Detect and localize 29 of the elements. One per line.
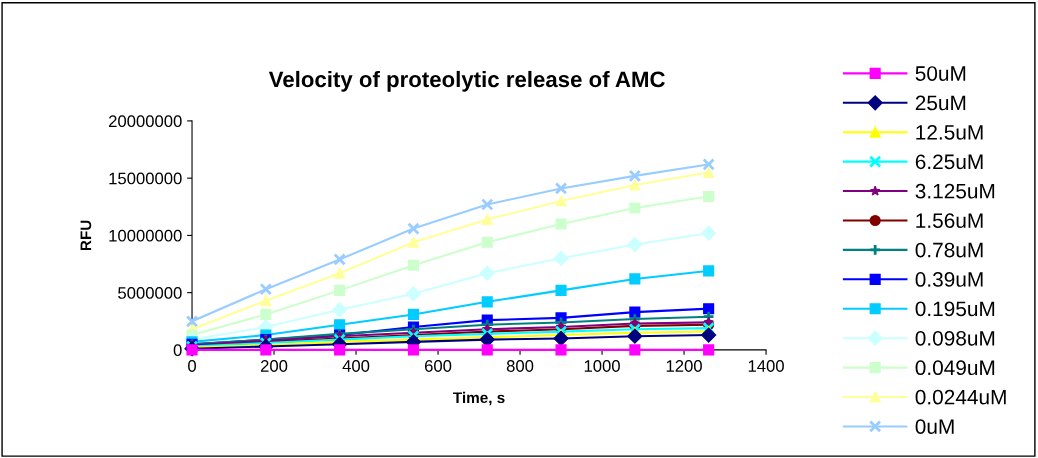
x-tick-label: 200 xyxy=(260,360,288,372)
x-tick-label: 600 xyxy=(424,360,452,372)
legend-label: 0.049uM xyxy=(915,360,995,376)
y-tick-label: 5000000 xyxy=(118,287,182,299)
y-tick-label: 0 xyxy=(173,344,182,357)
y-tick-label: 15000000 xyxy=(109,172,182,185)
y-axis-title: RFU xyxy=(80,220,92,251)
x-tick-label: 800 xyxy=(506,360,534,372)
x-tick-label: 400 xyxy=(342,360,370,372)
x-tick-label: 1200 xyxy=(666,360,702,372)
x-tick-label: 0 xyxy=(188,360,197,372)
legend-label: 0.098uM xyxy=(915,330,995,346)
legend-label: 3.125uM xyxy=(915,183,995,199)
x-axis-title: Time, s xyxy=(453,391,505,406)
legend-label: 1.56uM xyxy=(916,213,983,228)
y-tick-label: 20000000 xyxy=(109,115,182,128)
legend-label: 0uM xyxy=(915,419,954,434)
chart-title: Velocity of proteolytic release of AMC xyxy=(268,70,665,92)
legend-label: 25uM xyxy=(915,95,966,111)
legend-label: 0.78uM xyxy=(915,242,983,258)
legend-label: 0.39uM xyxy=(915,272,983,287)
y-tick-label: 10000000 xyxy=(109,229,182,242)
x-tick-label: 1000 xyxy=(584,360,620,372)
x-tick-label: 1400 xyxy=(748,360,784,372)
legend-label: 0.0244uM xyxy=(915,389,1006,405)
legend-label: 0.195uM xyxy=(915,301,995,317)
legend-label: 6.25uM xyxy=(915,154,983,170)
legend-label: 12.5uM xyxy=(916,124,983,140)
legend-label: 50uM xyxy=(915,66,966,81)
